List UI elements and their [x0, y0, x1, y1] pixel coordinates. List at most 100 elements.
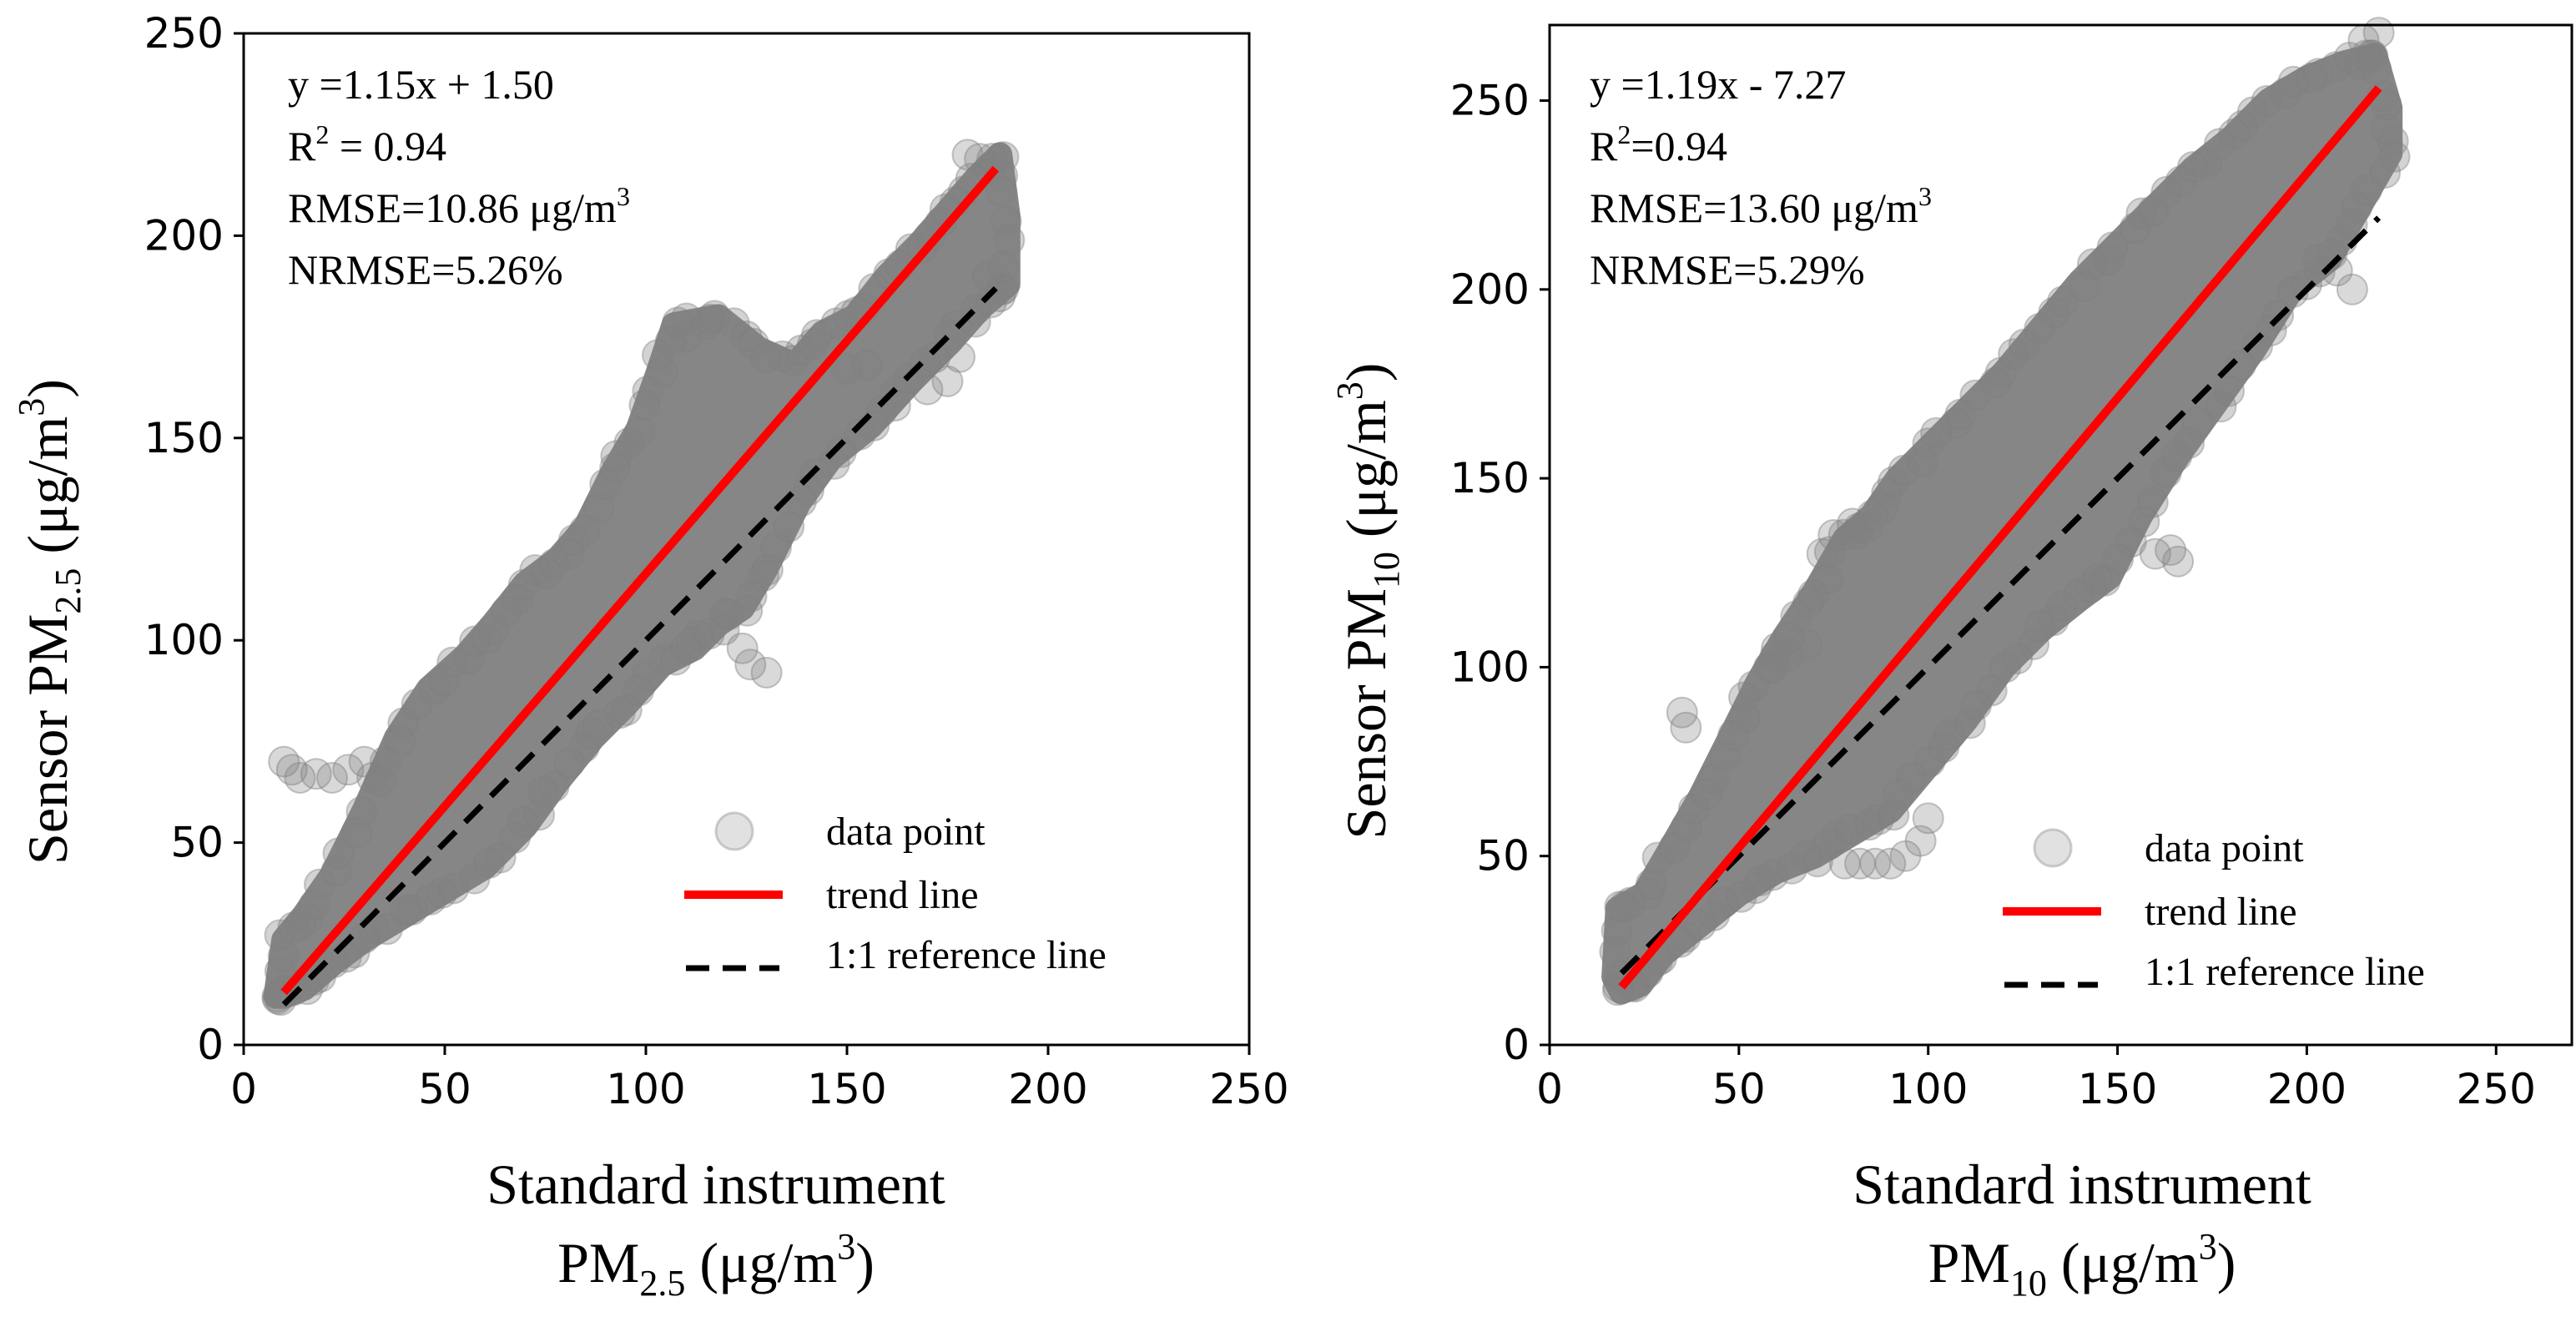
pm25-data-point-73: [973, 152, 1006, 184]
pm25-y-tick-label-250: 250: [144, 9, 224, 58]
pm10-data-point-12: [1691, 778, 1723, 810]
pm25-data-point-129: [473, 847, 505, 879]
pm10-y-axis-label: Sensor PM10 (μg/m3): [1329, 363, 1407, 840]
pm25-data-point-23: [470, 623, 502, 655]
pm10-y-tick-label-0: 0: [1503, 1021, 1530, 1069]
pm25-data-point-40: [628, 389, 661, 421]
pm25-data-point-31: [552, 538, 585, 571]
pm25-data-point-101: [760, 532, 792, 564]
pm25-data-point-1: [264, 955, 296, 987]
pm10-data-point-131: [1739, 872, 1772, 905]
pm25-data-point-95: [824, 436, 857, 468]
pm10-data-point-7: [1635, 868, 1667, 901]
pm25-data-point-130: [458, 862, 491, 895]
pm25-data-point-34: [582, 492, 615, 524]
pm25-outlier-point-13: [911, 373, 944, 406]
pm25-data-point-26: [501, 583, 533, 616]
pm10-x-tick-label-200: 200: [2267, 1065, 2347, 1113]
pm10-data-point-129: [1757, 859, 1789, 891]
pm25-data-point-47: [694, 303, 726, 336]
pm25-data-point-92: [865, 395, 898, 427]
pm10-outlier-point-8: [1837, 507, 1868, 540]
pm10-data-point-63: [2251, 84, 2283, 117]
pm10-data-point-23: [1792, 587, 1824, 619]
pm10-outlier-point-12: [1859, 847, 1892, 880]
pm25-data-point-13: [364, 764, 396, 797]
pm25-data-point-125: [523, 799, 556, 831]
pm10-data-point-30: [1856, 499, 1888, 532]
pm10-data-point-56: [2165, 165, 2197, 198]
pm25-data-point-120: [575, 717, 607, 749]
pm25-data-point-75: [987, 141, 1020, 174]
pm10-data-point-135: [1684, 909, 1716, 941]
pm25-x-axis-label-line2: PM2.5 (μg/m3): [557, 1226, 875, 1304]
pm25-data-point-6: [291, 903, 324, 936]
pm10-data-point-72: [2357, 39, 2389, 72]
pm25-data-point-141: [318, 946, 350, 979]
pm10-data-point-96: [2160, 440, 2193, 472]
pm25-data-point-50: [730, 320, 763, 352]
pm25-data-point-100: [773, 511, 805, 542]
pm10-data-point-21: [1773, 622, 1806, 653]
pm25-data-point-44: [654, 325, 687, 358]
pm10-data-point-66: [2296, 62, 2328, 94]
pm10-outlier-point-14: [1889, 840, 1922, 872]
pm25-data-point-124: [527, 776, 559, 809]
pm10-data-point-118: [1895, 761, 1928, 794]
pm10-x-tick-label-100: 100: [1888, 1065, 1968, 1113]
pm25-outlier-point-11: [851, 349, 884, 381]
pm25-data-point-24: [478, 613, 511, 645]
pm25-data-point-55: [785, 334, 817, 366]
pm25-data-point-37: [600, 440, 633, 472]
pm25-data-point-28: [519, 554, 552, 586]
pm10-x-ticks: 0 50 100 150 200 250: [1536, 1045, 2536, 1113]
pm10-y-tick-label-100: 100: [1450, 643, 1530, 691]
pm10-outlier-point-1: [1670, 711, 1702, 744]
pm10-outlier-point-15: [1904, 825, 1937, 857]
pm25-data-point-128: [484, 841, 517, 874]
pm10-data-point-124: [1821, 820, 1853, 853]
pm10-data-point-103: [2081, 563, 2114, 595]
pm25-outlier-point-6: [348, 745, 381, 778]
pm10-data-point-123: [1833, 813, 1866, 845]
pm10-legend-trend-line: trend line: [2145, 890, 2297, 934]
pm10-y-ticks: 0 50 100 150 200 250: [1450, 77, 1550, 1069]
pm10-data-point-108: [2024, 610, 2056, 643]
pm25-outlier-point-2: [284, 762, 316, 794]
pm10-data-point-4: [1608, 891, 1641, 923]
pm25-data-point-56: [797, 328, 829, 361]
pm25-data-point-133: [415, 883, 447, 916]
pm25-data-point-2: [267, 940, 300, 972]
pm10-data-point-3: [1604, 891, 1636, 923]
pm10-data-point-65: [2277, 65, 2310, 98]
pm25-data-point-48: [698, 300, 731, 332]
pm10-data-point-32: [1871, 477, 1903, 509]
pm25-data-point-119: [582, 709, 614, 741]
pm10-x-axis-label-line1: Standard instrument: [1853, 1153, 2311, 1216]
pm10-data-point-26: [1813, 536, 1846, 568]
pm10-data-point-41: [1979, 366, 2012, 399]
pm10-outlier-point-11: [1844, 847, 1876, 880]
pm10-data-point-89: [2255, 314, 2287, 346]
pm10-data-point-101: [2102, 542, 2135, 575]
pm10-legend-reference-line: 1:1 reference line: [2145, 950, 2425, 994]
pm10-data-point-133: [1707, 886, 1740, 919]
pm25-data-point-4: [277, 911, 310, 944]
pm25-data-point-79: [993, 224, 1026, 256]
pm25-data-point-21: [452, 643, 485, 675]
pm10-data-point-40: [1959, 379, 1992, 411]
pm10-data-point-67: [2302, 58, 2335, 90]
pm10-data-point-111: [1989, 651, 2022, 684]
pm10-data-point-9: [1658, 831, 1691, 864]
pm25-data-point-46: [670, 302, 703, 335]
pm25-data-point-108: [708, 613, 740, 646]
pm10-data-point-92: [2213, 375, 2246, 407]
pm25-data-point-16: [387, 707, 420, 739]
pm10-data-point-107: [2037, 604, 2069, 637]
pm25-outlier-point-12: [879, 390, 911, 421]
pm10-data-point-78: [2378, 140, 2411, 173]
pm25-y-tick-label-150: 150: [144, 414, 224, 462]
pm10-outlier-point-6: [1806, 537, 1838, 570]
pm10-data-point-122: [1853, 809, 1885, 841]
pm10-data-point-20: [1759, 640, 1792, 673]
